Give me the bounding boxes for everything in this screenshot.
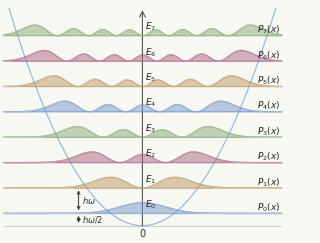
Text: $E_2$: $E_2$	[145, 148, 156, 160]
Text: $P_5(x)$: $P_5(x)$	[257, 75, 280, 87]
Text: $E_5$: $E_5$	[145, 71, 156, 84]
Text: $P_2(x)$: $P_2(x)$	[257, 151, 280, 163]
Text: $P_0(x)$: $P_0(x)$	[257, 201, 280, 214]
Text: $P_6(x)$: $P_6(x)$	[257, 49, 280, 62]
Text: $P_4(x)$: $P_4(x)$	[257, 100, 280, 112]
Text: $P_7(x)$: $P_7(x)$	[257, 24, 280, 36]
Text: $E_3$: $E_3$	[145, 122, 156, 135]
Text: $E_6$: $E_6$	[145, 46, 156, 59]
Text: $E_0$: $E_0$	[145, 199, 156, 211]
Text: 0: 0	[139, 229, 146, 239]
Text: $E_4$: $E_4$	[145, 97, 156, 109]
Text: $h\omega$: $h\omega$	[82, 195, 96, 206]
Text: $h\omega/2$: $h\omega/2$	[82, 214, 103, 225]
Text: $P_3(x)$: $P_3(x)$	[257, 125, 280, 138]
Text: $E_7$: $E_7$	[145, 21, 156, 33]
Text: $E_1$: $E_1$	[145, 173, 156, 186]
Text: $P_1(x)$: $P_1(x)$	[257, 176, 280, 189]
